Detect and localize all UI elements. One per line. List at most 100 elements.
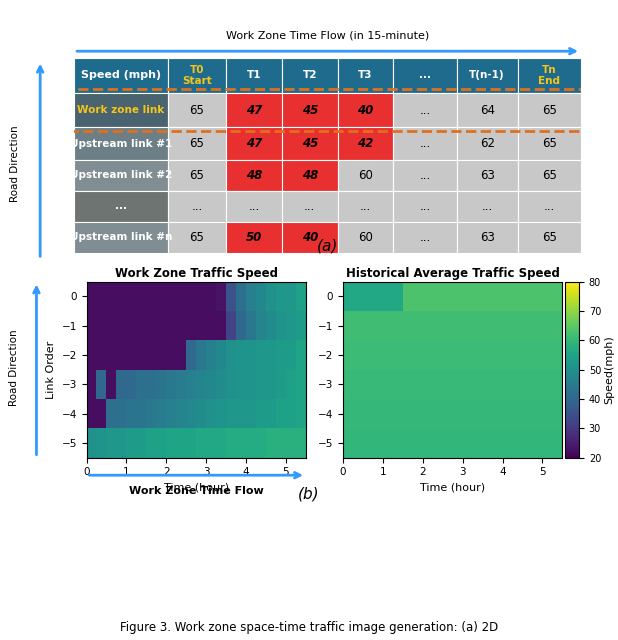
Text: 45: 45 [302, 137, 318, 150]
Bar [457, 127, 517, 160]
Text: 48: 48 [302, 169, 318, 182]
Bar [168, 221, 226, 253]
Text: 64: 64 [480, 104, 494, 117]
Text: 60: 60 [358, 230, 373, 244]
Bar [68, 90, 587, 131]
Bar [337, 221, 394, 253]
Text: 65: 65 [542, 169, 557, 182]
Text: Work Zone Time Flow: Work Zone Time Flow [129, 486, 264, 497]
Bar [226, 160, 282, 191]
Text: Tn
End: Tn End [538, 65, 561, 86]
Text: ...: ... [544, 200, 555, 212]
Bar [457, 221, 517, 253]
Bar [337, 127, 394, 160]
Bar [518, 160, 581, 191]
Text: 65: 65 [542, 104, 557, 117]
Text: 40: 40 [357, 104, 374, 117]
Text: 65: 65 [190, 169, 205, 182]
Text: 60: 60 [358, 169, 373, 182]
Bar [282, 160, 337, 191]
Text: Upstream link #2: Upstream link #2 [70, 170, 172, 180]
Bar [394, 221, 457, 253]
Text: 65: 65 [190, 104, 205, 117]
Bar [74, 58, 168, 93]
Text: T3: T3 [358, 70, 373, 81]
Title: Work Zone Traffic Speed: Work Zone Traffic Speed [115, 268, 277, 280]
Text: Upstream link #1: Upstream link #1 [70, 139, 172, 148]
Bar [168, 160, 226, 191]
Text: Work Zone Time Flow (in 15-minute): Work Zone Time Flow (in 15-minute) [226, 30, 429, 40]
Text: 65: 65 [542, 137, 557, 150]
Bar [74, 160, 168, 191]
Text: ...: ... [360, 200, 371, 212]
Text: Road Direction: Road Direction [9, 330, 19, 406]
Text: Speed (mph): Speed (mph) [81, 70, 161, 81]
Text: ...: ... [192, 200, 203, 212]
Bar [337, 191, 394, 221]
Bar [394, 93, 457, 127]
Text: 65: 65 [542, 230, 557, 244]
Bar [394, 127, 457, 160]
Text: 62: 62 [480, 137, 494, 150]
Text: Upstream link #n: Upstream link #n [70, 232, 172, 242]
Text: 63: 63 [480, 169, 494, 182]
Title: Historical Average Traffic Speed: Historical Average Traffic Speed [345, 268, 560, 280]
Bar [168, 191, 226, 221]
Text: (a): (a) [317, 239, 338, 253]
Bar [226, 127, 282, 160]
Bar [282, 221, 337, 253]
Bar [518, 191, 581, 221]
Text: 63: 63 [480, 230, 494, 244]
Text: Work zone link: Work zone link [77, 106, 164, 115]
Bar [282, 93, 337, 127]
Bar [282, 191, 337, 221]
Bar [337, 58, 394, 93]
Bar [226, 221, 282, 253]
Text: ...: ... [420, 169, 431, 182]
X-axis label: Time (hour): Time (hour) [420, 483, 485, 493]
Bar [337, 160, 394, 191]
Text: Road Direction: Road Direction [11, 125, 20, 202]
Text: ...: ... [420, 200, 431, 212]
Bar [394, 160, 457, 191]
Text: T1: T1 [247, 70, 261, 81]
Text: 48: 48 [246, 169, 262, 182]
Text: (b): (b) [298, 486, 320, 502]
Text: T0
Start: T0 Start [182, 65, 212, 86]
Bar [457, 58, 517, 93]
Bar [168, 127, 226, 160]
Text: 65: 65 [190, 230, 205, 244]
Text: 50: 50 [246, 230, 262, 244]
Text: ...: ... [420, 230, 431, 244]
Bar [337, 93, 394, 127]
Text: 42: 42 [357, 137, 374, 150]
Bar [282, 127, 337, 160]
Text: ...: ... [115, 201, 127, 211]
Bar [226, 58, 282, 93]
Bar [518, 93, 581, 127]
Text: ...: ... [304, 200, 315, 212]
Text: Figure 3. Work zone space-time traffic image generation: (a) 2D: Figure 3. Work zone space-time traffic i… [120, 621, 498, 634]
Text: T(n-1): T(n-1) [469, 70, 505, 81]
Bar [518, 58, 581, 93]
X-axis label: Time (hour): Time (hour) [164, 483, 229, 493]
Bar [226, 93, 282, 127]
Text: ...: ... [420, 104, 431, 117]
Y-axis label: Link Order: Link Order [46, 340, 56, 399]
Bar [226, 191, 282, 221]
Text: 47: 47 [246, 104, 262, 117]
Bar [518, 221, 581, 253]
Bar [518, 127, 581, 160]
Text: ...: ... [481, 200, 493, 212]
Text: 45: 45 [302, 104, 318, 117]
Y-axis label: Speed(mph): Speed(mph) [604, 335, 614, 404]
Bar [457, 191, 517, 221]
Bar [457, 160, 517, 191]
Bar [282, 58, 337, 93]
Bar [394, 58, 457, 93]
Text: ...: ... [420, 137, 431, 150]
Bar [457, 93, 517, 127]
Text: T2: T2 [303, 70, 317, 81]
Bar [74, 221, 168, 253]
Text: ...: ... [419, 70, 431, 81]
